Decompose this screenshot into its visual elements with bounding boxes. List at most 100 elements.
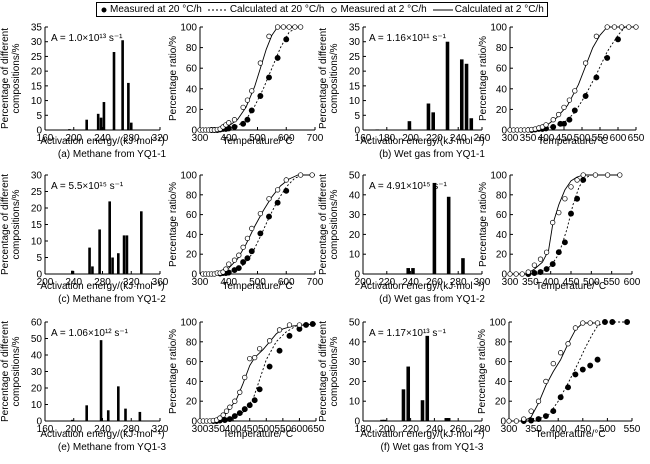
measured-2-point (249, 88, 255, 94)
y-axis-label-line: compositions/% (11, 43, 22, 113)
measured-2-point (633, 24, 639, 30)
measured-2-point (257, 210, 264, 217)
y-axis-label-line: Percentage of different (0, 321, 11, 422)
x-axis-label: Activation energy/(kJ·mol⁻¹) (40, 281, 164, 292)
y-axis-label: Percentage ratio/% (478, 36, 489, 121)
x-tick-label: 320 (152, 133, 169, 144)
measured-2-point (231, 117, 238, 123)
y-tick-label: 30 (31, 367, 43, 378)
bar (102, 102, 106, 130)
y-tick-label: 40 (495, 377, 507, 388)
y-tick-label: 0 (36, 417, 42, 428)
x-tick-label: 600 (624, 277, 641, 288)
y-tick-label: 20 (495, 397, 507, 408)
y-tick-label: 15 (349, 81, 361, 92)
x-tick-label: 400 (550, 424, 567, 435)
calculated-2-line (199, 174, 315, 275)
y-tick-label: 80 (186, 43, 198, 54)
y-axis-label: Percentage ratio/% (168, 329, 179, 414)
bar (99, 340, 103, 421)
y-tick-label: 60 (186, 64, 198, 75)
x-tick-label: 280 (123, 133, 140, 144)
measured-20-point (528, 417, 535, 424)
calculated-20-line (200, 323, 316, 422)
measured-2-point (535, 398, 542, 404)
y-tick-label: 35 (31, 23, 43, 34)
measured-2-point (531, 262, 538, 268)
measured-20-point (561, 239, 568, 246)
y-tick-label: 20 (349, 230, 361, 241)
measured-2-point (220, 412, 226, 418)
bar (375, 129, 380, 130)
x-tick-label: 300 (192, 133, 209, 144)
x-tick-label: 600 (278, 133, 295, 144)
x-tick-label: 500 (249, 133, 266, 144)
x-tick-label: 280 (474, 424, 491, 435)
measured-2-point (568, 184, 574, 190)
measured-2-point (562, 196, 568, 202)
x-tick-label: 320 (152, 424, 169, 435)
measured-2-point (274, 24, 281, 30)
x-tick-label: 550 (603, 277, 620, 288)
measured-2-point (252, 354, 258, 361)
x-tick-label: 260 (426, 277, 443, 288)
y-axis-label-line: Percentage of different (318, 321, 329, 422)
measured-20-point (550, 123, 557, 130)
bar (444, 418, 449, 421)
measured-20-point (225, 125, 232, 132)
y-tick-label: 20 (186, 397, 198, 408)
x-tick-label: 280 (94, 277, 111, 288)
y-tick-label: 0 (36, 270, 42, 281)
measured-2-point (297, 172, 304, 178)
x-tick-label: 220 (426, 133, 443, 144)
y-tick-label: 60 (496, 210, 508, 221)
bar (382, 419, 387, 421)
y-tick-label: 50 (31, 334, 43, 345)
measured-2-point (582, 60, 589, 66)
measured-20-point (309, 321, 316, 327)
measured-2-point (556, 209, 562, 216)
measured-20-point (266, 363, 273, 370)
x-tick-label: 600 (610, 133, 627, 144)
measured-20-point (266, 213, 272, 220)
measured-2-point (266, 338, 273, 344)
measured-2-point (283, 177, 289, 183)
calculated-20-line (510, 174, 592, 275)
measured-2-point (618, 24, 625, 30)
y-tick-label: 0 (191, 126, 197, 137)
x-tick-label: 160 (37, 133, 54, 144)
measured-2-point (543, 249, 550, 255)
measured-20-point (561, 120, 567, 127)
measured-20-point (555, 249, 562, 256)
measured-2-point (572, 325, 579, 331)
y-tick-label: 60 (186, 357, 198, 368)
measured-2-point (566, 97, 573, 103)
y-axis-label-line: Percentage of different (318, 28, 329, 129)
measured-2-point (580, 172, 586, 178)
measured-2-point (276, 327, 283, 333)
measured-20-point (231, 413, 238, 419)
bar (406, 268, 411, 274)
measured-2-point (237, 389, 243, 395)
x-tick-label: 450 (241, 424, 258, 435)
calculated-2-line (199, 323, 317, 422)
bar (121, 40, 124, 130)
y-tick-label: 25 (31, 187, 43, 198)
y-tick-label: 0 (191, 417, 197, 428)
y-tick-label: 60 (31, 318, 43, 329)
y-tick-label: 30 (31, 171, 43, 182)
measured-2-point (292, 24, 298, 30)
measured-20-point (266, 74, 272, 81)
y-tick-label: 5 (36, 253, 42, 264)
measured-20-point (235, 265, 242, 272)
measured-2-point (537, 256, 544, 262)
legend-label: Measured at 2 °C/h (340, 4, 427, 15)
x-tick-label: 700 (307, 133, 324, 144)
y-tick-label: 0 (500, 417, 506, 428)
measured-2-point (286, 24, 292, 30)
y-tick-label: 10 (31, 237, 43, 248)
measured-20-point (572, 371, 579, 378)
measured-20-point (571, 107, 578, 114)
bar (124, 408, 127, 421)
